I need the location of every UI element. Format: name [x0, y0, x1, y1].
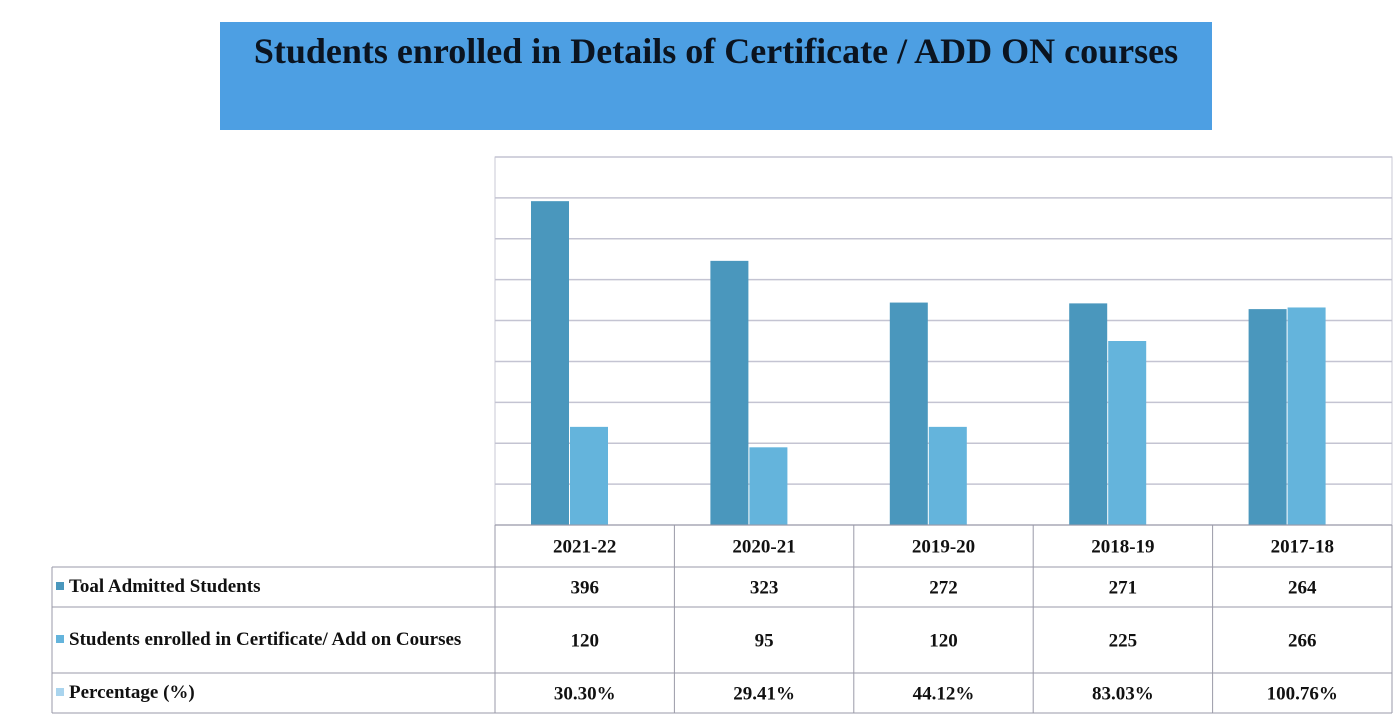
legend-entry: Students enrolled in Certificate/ Add on…: [56, 607, 489, 673]
x-tick-label: 2021-22: [553, 536, 616, 557]
table-value: 225: [1109, 630, 1138, 651]
x-tick-label: 2017-18: [1271, 536, 1334, 557]
bar: [1108, 341, 1147, 525]
table-value: 100.76%: [1267, 683, 1338, 704]
x-tick-label: 2019-20: [912, 536, 975, 557]
legend-label: Percentage (%): [56, 682, 195, 704]
table-value: 271: [1109, 577, 1138, 598]
legend-text: Toal Admitted Students: [69, 576, 261, 597]
legend-swatch: [56, 688, 64, 696]
table-value: 272: [929, 577, 958, 598]
legend-swatch: [56, 582, 64, 590]
table-value: 83.03%: [1092, 683, 1154, 704]
legend-text: Percentage (%): [69, 682, 195, 703]
bar: [1248, 309, 1287, 525]
legend-text: Students enrolled in Certificate/ Add on…: [69, 629, 462, 650]
legend-entry: Percentage (%): [56, 673, 489, 713]
table-value: 44.12%: [913, 683, 975, 704]
legend-entry: Toal Admitted Students: [56, 567, 489, 607]
bar: [531, 201, 569, 525]
chart-title: Students enrolled in Details of Certific…: [220, 22, 1212, 130]
bar: [570, 426, 608, 525]
table-value: 30.30%: [554, 683, 616, 704]
table-value: 264: [1288, 577, 1317, 598]
bar: [889, 302, 928, 525]
x-tick-label: 2020-21: [732, 536, 795, 557]
bar: [1069, 303, 1108, 525]
table-value: 396: [570, 577, 599, 598]
legend-swatch: [56, 635, 64, 643]
x-tick-label: 2018-19: [1091, 536, 1154, 557]
table-value: 323: [750, 577, 779, 598]
bar: [749, 447, 788, 525]
legend-entry-box: Students enrolled in Certificate/ Add on…: [56, 607, 489, 673]
legend-entry-box: Toal Admitted Students: [56, 567, 489, 607]
table-value: 29.41%: [733, 683, 795, 704]
bar: [928, 426, 967, 525]
table-value: 120: [929, 630, 958, 651]
table-value: 95: [755, 630, 774, 651]
table-value: 266: [1288, 630, 1317, 651]
legend-entry-box: Percentage (%): [56, 673, 489, 713]
legend-label: Students enrolled in Certificate/ Add on…: [56, 629, 461, 651]
bar: [1287, 307, 1326, 525]
legend-label: Toal Admitted Students: [56, 576, 260, 598]
bar: [710, 260, 749, 525]
table-value: 120: [570, 630, 599, 651]
